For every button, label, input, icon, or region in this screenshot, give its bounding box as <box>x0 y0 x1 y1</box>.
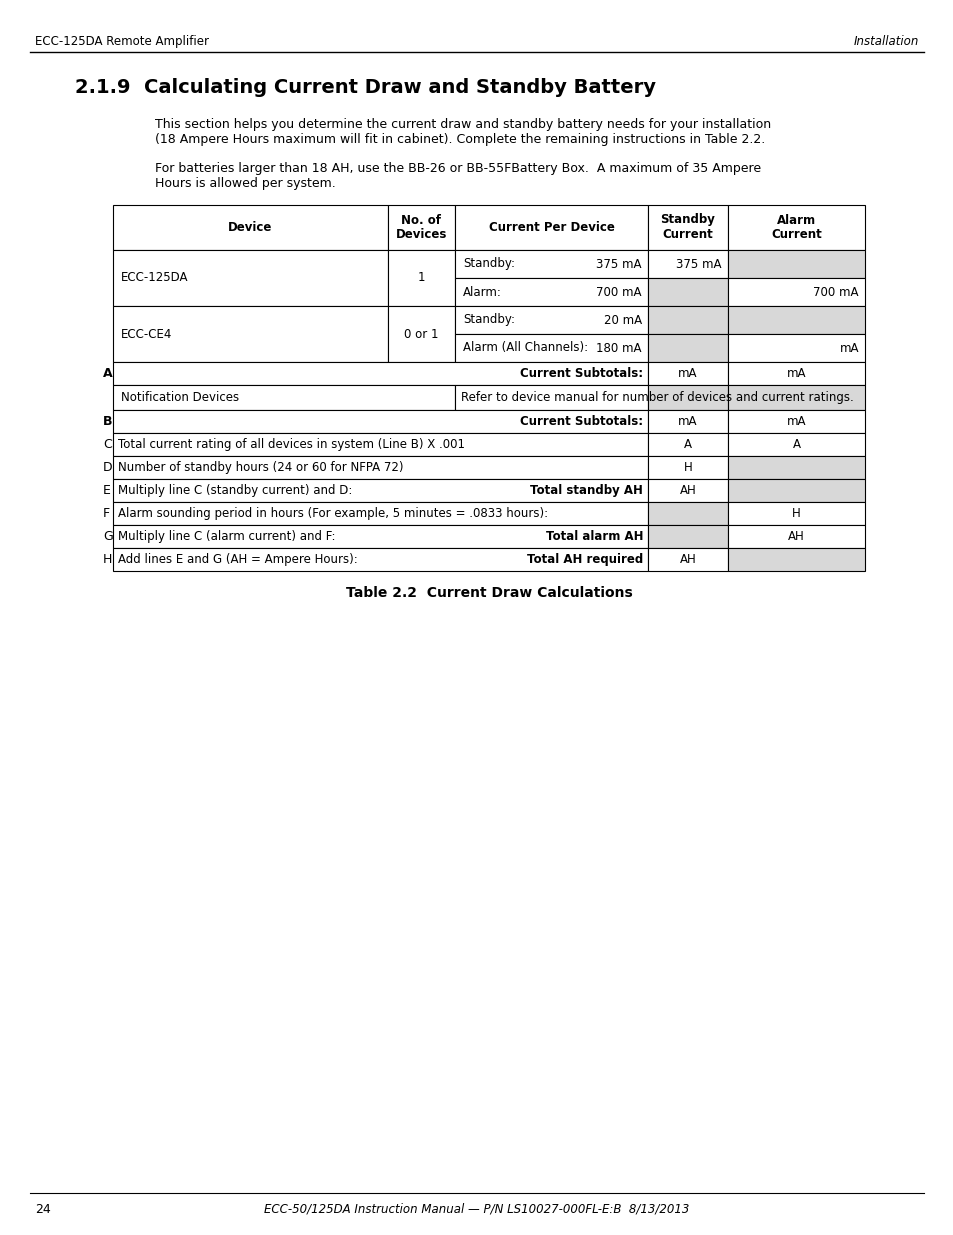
Text: H: H <box>683 461 692 474</box>
Text: Total standby AH: Total standby AH <box>530 484 642 496</box>
Text: Total current rating of all devices in system (Line B) X .001: Total current rating of all devices in s… <box>118 438 464 451</box>
Text: Standby:: Standby: <box>462 258 515 270</box>
Text: Total alarm AH: Total alarm AH <box>545 530 642 543</box>
Text: Table 2.2  Current Draw Calculations: Table 2.2 Current Draw Calculations <box>345 585 632 600</box>
Text: H: H <box>103 553 112 566</box>
Text: mA: mA <box>786 415 805 429</box>
Text: 375 mA: 375 mA <box>676 258 721 270</box>
Text: mA: mA <box>678 367 697 380</box>
Text: mA: mA <box>678 415 697 429</box>
Text: G: G <box>103 530 112 543</box>
Text: Refer to device manual for number of devices and current ratings.: Refer to device manual for number of dev… <box>460 391 853 404</box>
Text: Device: Device <box>228 221 273 233</box>
Text: AH: AH <box>679 484 696 496</box>
Text: Alarm sounding period in hours (For example, 5 minutes = .0833 hours):: Alarm sounding period in hours (For exam… <box>118 508 548 520</box>
Text: F: F <box>103 508 110 520</box>
Text: Total AH required: Total AH required <box>526 553 642 566</box>
Text: C: C <box>103 438 112 451</box>
Text: A: A <box>792 438 800 451</box>
Text: Standby
Current: Standby Current <box>659 214 715 242</box>
Text: AH: AH <box>787 530 804 543</box>
Text: This section helps you determine the current draw and standby battery needs for : This section helps you determine the cur… <box>154 119 770 146</box>
Text: Standby:: Standby: <box>462 314 515 326</box>
Text: ECC-125DA Remote Amplifier: ECC-125DA Remote Amplifier <box>35 35 209 48</box>
Text: A: A <box>683 438 691 451</box>
Text: ECC-50/125DA Instruction Manual — P/N LS10027-000FL-E:B  8/13/2013: ECC-50/125DA Instruction Manual — P/N LS… <box>264 1203 689 1216</box>
Text: Current Subtotals:: Current Subtotals: <box>519 415 642 429</box>
Text: H: H <box>791 508 800 520</box>
Text: Installation: Installation <box>853 35 918 48</box>
Text: ECC-CE4: ECC-CE4 <box>121 327 172 341</box>
Text: 700 mA: 700 mA <box>596 285 641 299</box>
Text: mA: mA <box>839 342 858 354</box>
Text: Multiply line C (standby current) and D:: Multiply line C (standby current) and D: <box>118 484 352 496</box>
Text: E: E <box>103 484 111 496</box>
Text: Alarm
Current: Alarm Current <box>770 214 821 242</box>
Text: 24: 24 <box>35 1203 51 1216</box>
Text: AH: AH <box>679 553 696 566</box>
Text: Number of standby hours (24 or 60 for NFPA 72): Number of standby hours (24 or 60 for NF… <box>118 461 403 474</box>
Text: mA: mA <box>786 367 805 380</box>
Text: ECC-125DA: ECC-125DA <box>121 272 189 284</box>
Text: D: D <box>103 461 112 474</box>
Text: Alarm (All Channels):: Alarm (All Channels): <box>462 342 587 354</box>
Text: 700 mA: 700 mA <box>813 285 858 299</box>
Text: For batteries larger than 18 AH, use the BB-26 or BB-55FBattery Box.  A maximum : For batteries larger than 18 AH, use the… <box>154 162 760 190</box>
Text: Notification Devices: Notification Devices <box>121 391 239 404</box>
Text: Current Per Device: Current Per Device <box>488 221 614 233</box>
Text: Add lines E and G (AH = Ampere Hours):: Add lines E and G (AH = Ampere Hours): <box>118 553 357 566</box>
Text: 2.1.9  Calculating Current Draw and Standby Battery: 2.1.9 Calculating Current Draw and Stand… <box>75 78 656 98</box>
Text: A: A <box>103 367 112 380</box>
Text: 1: 1 <box>417 272 425 284</box>
Text: 0 or 1: 0 or 1 <box>404 327 438 341</box>
Text: 375 mA: 375 mA <box>596 258 641 270</box>
Text: No. of
Devices: No. of Devices <box>395 214 447 242</box>
Text: B: B <box>103 415 112 429</box>
Text: Multiply line C (alarm current) and F:: Multiply line C (alarm current) and F: <box>118 530 335 543</box>
Text: 20 mA: 20 mA <box>603 314 641 326</box>
Text: Alarm:: Alarm: <box>462 285 501 299</box>
Text: Current Subtotals:: Current Subtotals: <box>519 367 642 380</box>
Text: 180 mA: 180 mA <box>596 342 641 354</box>
